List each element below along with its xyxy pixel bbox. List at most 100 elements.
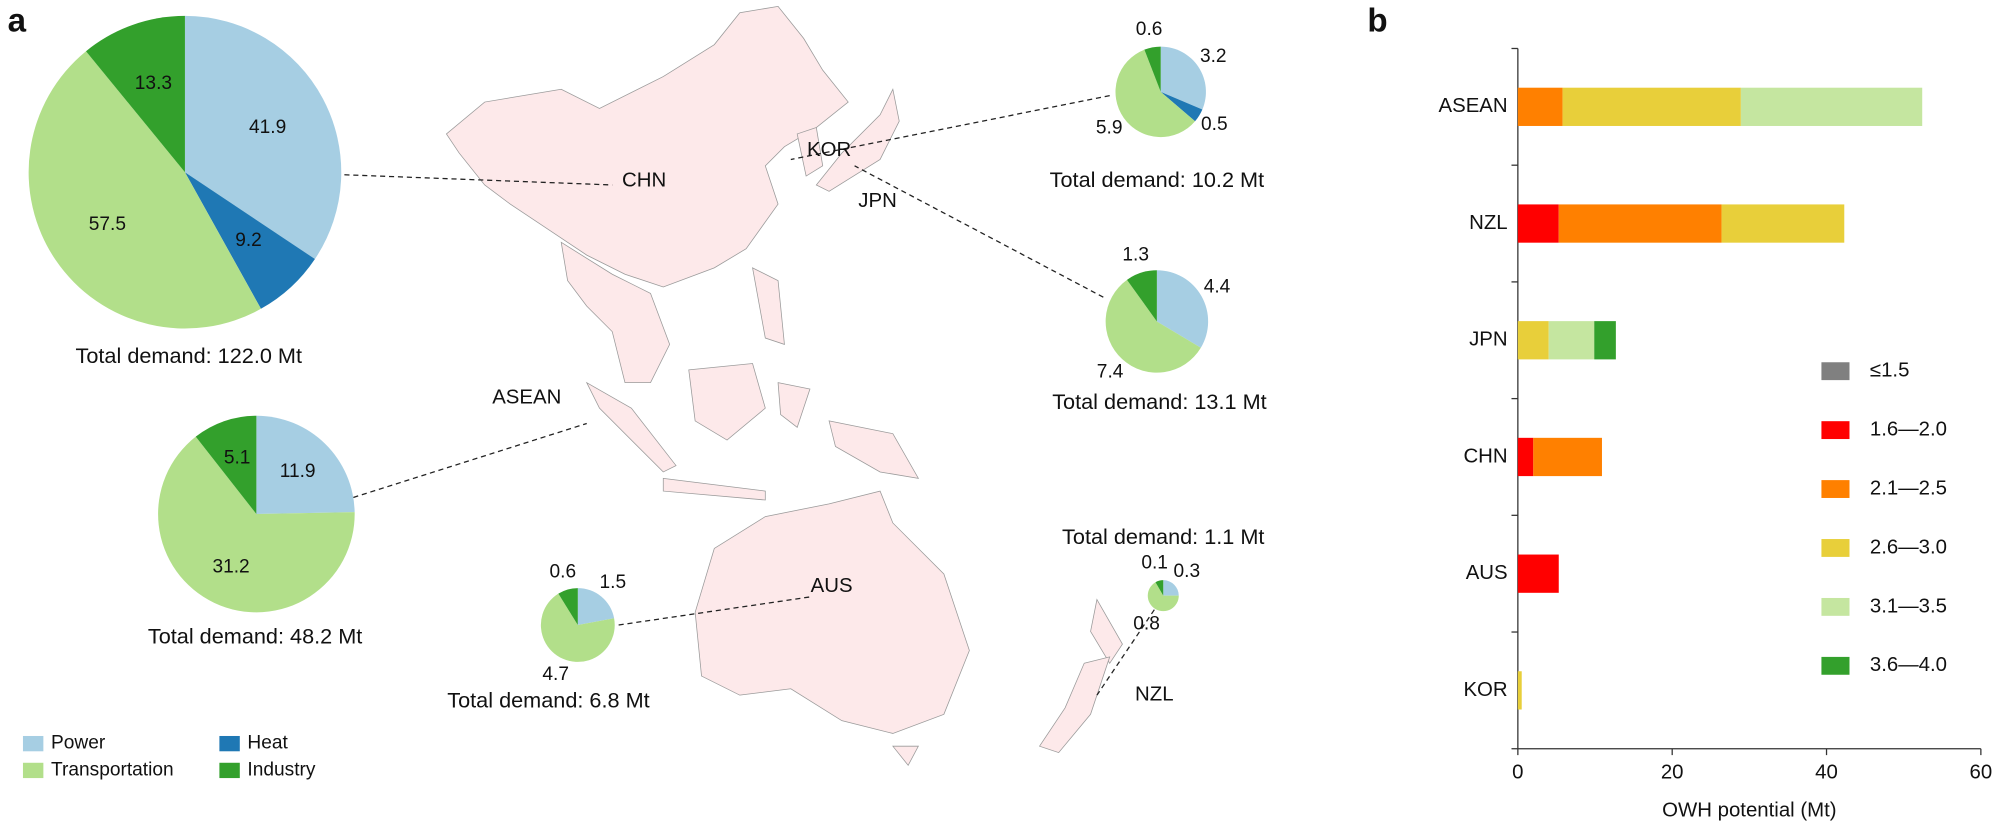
pie-value-label: 0.5 (1201, 114, 1228, 135)
map-label: AUS (811, 575, 853, 597)
map-land (892, 745, 920, 767)
pie-slice (256, 415, 355, 515)
map-land (560, 241, 671, 384)
legend-label: 1.6—2.0 (1870, 419, 1947, 441)
y-tick-label: KOR (1463, 679, 1507, 701)
bar-segment (1517, 554, 1559, 593)
map-land (694, 490, 970, 734)
pie-value-label: 5.9 (1096, 117, 1123, 138)
pie-slice (158, 436, 355, 613)
map-land (1090, 598, 1123, 664)
y-tick-label: NZL (1469, 212, 1508, 234)
pie-caption: Total demand: 10.2 Mt (1050, 167, 1264, 192)
panel-label: b (1367, 3, 1387, 40)
pie-caption: Total demand: 1.1 Mt (1062, 524, 1264, 549)
map-land (662, 477, 766, 501)
map-land (828, 420, 920, 479)
pie-value-label: 31.2 (212, 556, 249, 577)
leader-line (353, 422, 587, 499)
bar-segment (1558, 204, 1722, 243)
bar-segment (1517, 204, 1559, 243)
pie-value-label: 3.2 (1200, 46, 1227, 67)
pie-caption: Total demand: 13.1 Mt (1052, 389, 1266, 414)
pie-slice (1156, 270, 1209, 348)
legend-label: Heat (247, 733, 288, 754)
legend-swatch (1821, 421, 1850, 440)
legend-label: Transportation (51, 759, 174, 780)
legend-swatch (1821, 480, 1850, 498)
bar-segment (1721, 204, 1845, 243)
map-land (752, 267, 785, 345)
x-tick-label: 20 (1661, 761, 1684, 783)
map-label: NZL (1135, 684, 1174, 706)
pie-caption: Total demand: 6.8 Mt (447, 687, 649, 712)
legend-label: 2.6—3.0 (1870, 536, 1947, 558)
legend-swatch (22, 762, 44, 779)
pie-value-label: 9.2 (235, 230, 262, 251)
y-tick-label: ASEAN (1439, 95, 1508, 117)
x-tick-label: 40 (1815, 761, 1838, 783)
pie-slice (558, 588, 578, 626)
bar-segment (1562, 87, 1741, 126)
pie-slice (195, 415, 257, 515)
bar-segment (1517, 437, 1534, 477)
y-tick-label: AUS (1466, 562, 1508, 584)
map-land (688, 363, 766, 441)
x-axis-label: OWH potential (Mt) (1662, 800, 1837, 822)
pie-slice (85, 15, 185, 173)
pie-value-label: 7.4 (1097, 361, 1124, 382)
pie-slice (1144, 46, 1161, 92)
legend-swatch (22, 735, 44, 752)
legend-swatch (1821, 656, 1850, 675)
pie-value-label: 0.1 (1141, 552, 1168, 573)
legend-swatch (219, 762, 240, 779)
pie-value-label: 13.3 (135, 73, 172, 94)
pie-value-label: 0.3 (1174, 561, 1201, 582)
map-land (1038, 656, 1111, 754)
leader-line (790, 95, 1110, 161)
pie-caption: Total demand: 48.2 Mt (148, 624, 362, 649)
pie-slice (184, 172, 315, 309)
legend-label: 3.1—3.5 (1870, 595, 1947, 617)
pie-slice (1160, 91, 1203, 122)
bar-segment (1594, 321, 1616, 360)
map-land (796, 127, 824, 177)
leader-lines (344, 95, 1155, 696)
pie-slice (1105, 279, 1201, 373)
legend-label: 3.6—4.0 (1870, 654, 1947, 676)
bar-segment (1517, 321, 1549, 360)
x-tick-label: 60 (1970, 761, 1993, 783)
bar-segment (1533, 437, 1602, 477)
bar-segment (1517, 87, 1563, 126)
leader-line (618, 596, 811, 626)
pie-value-label: 0.6 (1136, 19, 1163, 40)
map-label: KOR (807, 139, 851, 161)
legend-label: 2.1—2.5 (1870, 477, 1947, 499)
pie-value-label: 11.9 (280, 461, 316, 482)
pie-slice (577, 588, 615, 626)
pie-value-label: 4.7 (542, 664, 569, 685)
pie-slice (184, 15, 342, 260)
pie-slice (1163, 580, 1179, 596)
pie-caption: Total demand: 122.0 Mt (76, 343, 303, 368)
pie-value-label: 1.3 (1122, 245, 1149, 266)
legend-label: ≤1.5 (1870, 360, 1910, 382)
pie-slice (1155, 580, 1164, 596)
legend-label: Industry (247, 759, 315, 780)
panel-label: a (8, 3, 27, 40)
pie-value-label: 5.1 (224, 447, 251, 468)
x-tick-label: 0 (1512, 761, 1523, 783)
map-label: ASEAN (492, 386, 561, 408)
pie-slice (1147, 582, 1179, 612)
bar-segment (1548, 321, 1595, 360)
map-label: JPN (858, 190, 897, 212)
map-land (445, 5, 849, 288)
legend-swatch (1821, 539, 1850, 557)
leader-line (344, 174, 613, 186)
map-land (777, 382, 811, 428)
map (445, 5, 1123, 767)
y-tick-label: JPN (1469, 329, 1508, 351)
legend-swatch (219, 735, 240, 752)
bar-segment (1517, 671, 1522, 710)
